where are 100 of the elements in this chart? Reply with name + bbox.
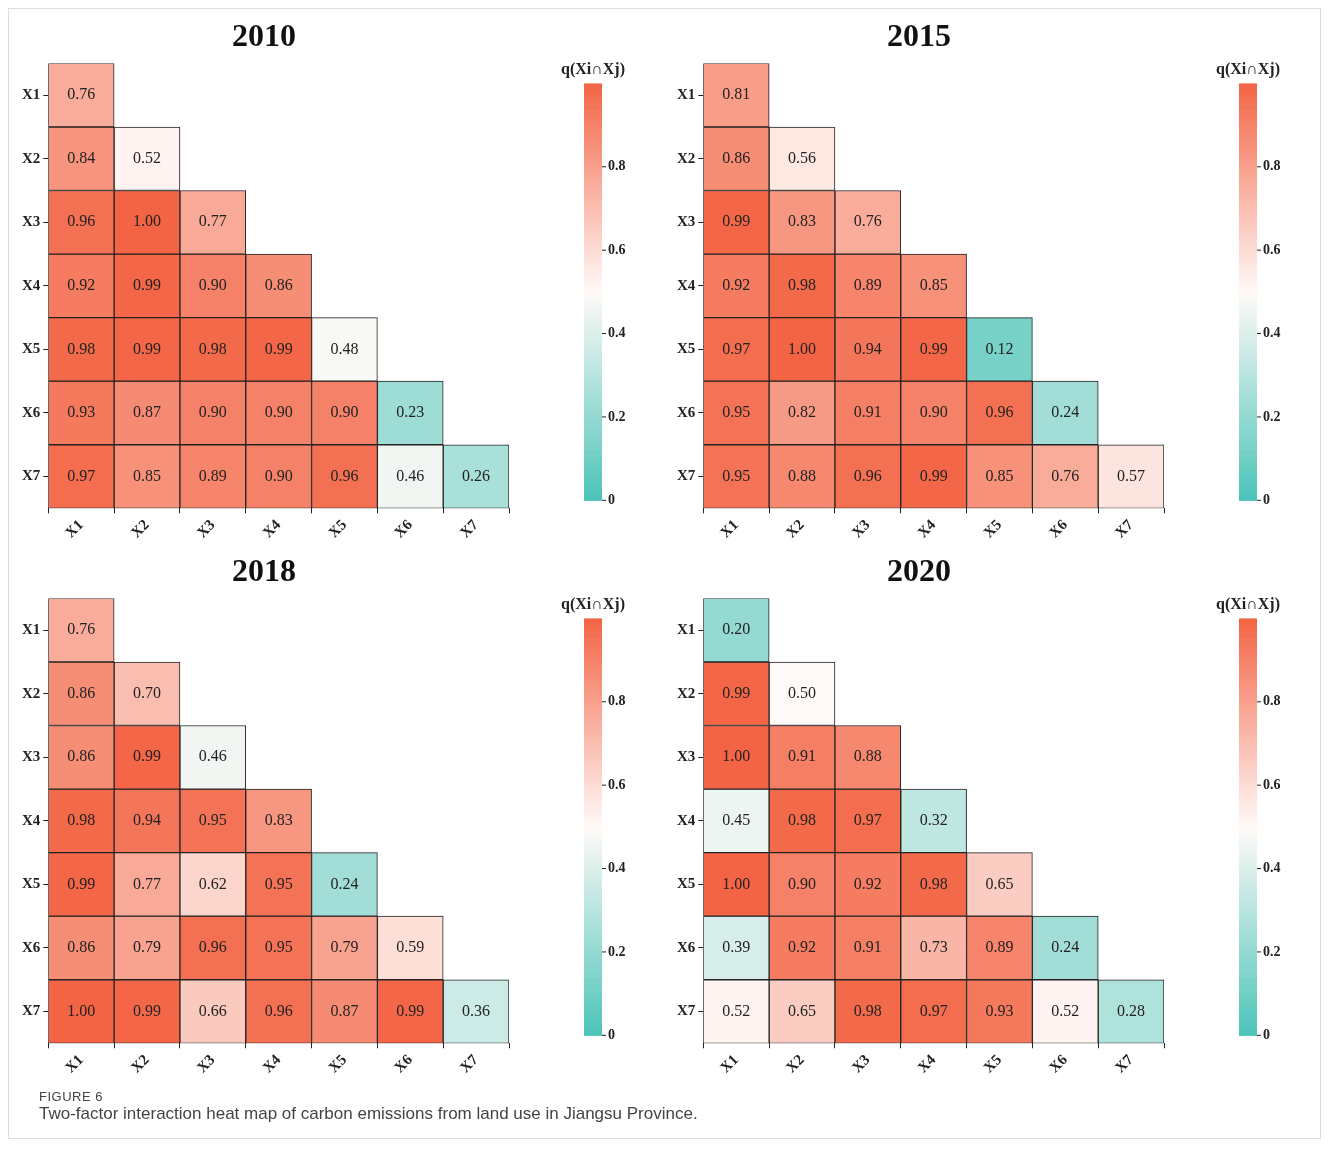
x-tick-label: X3	[193, 516, 218, 541]
data-label: 0.32	[919, 811, 948, 829]
y-tick-label: X2	[676, 684, 696, 701]
data-label: 0.92	[722, 276, 751, 294]
data-label: 0.93	[67, 403, 96, 421]
y-tick-label: X3	[21, 748, 41, 765]
data-label: 0.87	[330, 1001, 359, 1019]
data-label: 0.91	[853, 403, 882, 421]
color-bar-label: 0.4	[608, 860, 626, 876]
color-bar-label: 0.2	[608, 943, 626, 959]
data-label: 0.76	[67, 85, 96, 103]
data-label: 0.76	[853, 212, 882, 230]
color-bar-label: 0.6	[608, 776, 626, 792]
data-label: 1.00	[133, 212, 162, 230]
data-label: 0.91	[853, 938, 882, 956]
data-label: 0.88	[788, 466, 817, 484]
color-bar-label: 0.8	[608, 693, 626, 709]
data-label: 0.97	[722, 339, 751, 357]
y-tick-label: X1	[676, 86, 696, 103]
data-label: 0.86	[67, 747, 96, 765]
data-label: 0.52	[722, 1001, 751, 1019]
data-label: 1.00	[788, 339, 817, 357]
x-tick-label: X1	[716, 1051, 742, 1076]
y-tick-label: X7	[21, 1002, 41, 1019]
data-label: 0.89	[985, 938, 1014, 956]
data-label: 0.65	[788, 1001, 817, 1019]
y-tick-label: X2	[21, 684, 41, 701]
data-label: 0.96	[330, 466, 359, 484]
data-label: 0.99	[133, 276, 162, 294]
color-bar-label: 0	[1263, 491, 1270, 507]
data-label: 0.66	[198, 1001, 227, 1019]
y-tick-label: X2	[21, 149, 41, 166]
data-label: 0.24	[1051, 938, 1080, 956]
chart-title: 2010	[232, 17, 296, 54]
y-tick-label: X4	[21, 811, 41, 828]
data-label: 0.57	[1117, 466, 1146, 484]
data-label: 0.90	[264, 466, 293, 484]
data-label: 0.90	[198, 276, 227, 294]
data-label: 0.85	[919, 276, 948, 294]
x-tick-label: X2	[782, 1051, 807, 1076]
data-label: 0.86	[722, 148, 751, 166]
data-label: 0.46	[396, 466, 425, 484]
y-tick-label: X5	[676, 340, 696, 357]
data-label: 0.90	[330, 403, 359, 421]
data-label: 0.26	[462, 466, 491, 484]
data-label: 0.99	[133, 747, 162, 765]
x-tick-label: X3	[193, 1051, 218, 1076]
color-bar-title: q(Xi∩Xj)	[1216, 59, 1280, 78]
data-label: 0.12	[985, 339, 1014, 357]
data-label: 0.95	[722, 403, 751, 421]
data-label: 0.91	[788, 747, 817, 765]
data-label: 0.77	[198, 212, 227, 230]
data-label: 0.89	[198, 466, 227, 484]
data-label: 0.96	[985, 403, 1014, 421]
data-label: 0.99	[133, 339, 162, 357]
data-label: 0.52	[133, 148, 162, 166]
data-label: 0.97	[919, 1001, 948, 1019]
data-label: 0.59	[396, 938, 425, 956]
data-label: 0.95	[264, 874, 293, 892]
y-tick-label: X5	[21, 875, 41, 892]
y-tick-label: X5	[676, 875, 696, 892]
data-label: 0.89	[853, 276, 882, 294]
y-tick-label: X1	[676, 621, 696, 638]
data-label: 1.00	[67, 1001, 96, 1019]
data-label: 0.86	[67, 938, 96, 956]
x-tick-label: X6	[1045, 515, 1071, 541]
data-label: 0.99	[133, 1001, 162, 1019]
data-label: 0.99	[396, 1001, 425, 1019]
data-label: 0.70	[133, 683, 162, 701]
data-label: 0.90	[198, 403, 227, 421]
data-label: 0.95	[264, 938, 293, 956]
data-label: 0.92	[853, 874, 882, 892]
data-label: 0.93	[985, 1001, 1014, 1019]
data-label: 0.24	[1051, 403, 1080, 421]
data-label: 0.92	[67, 276, 96, 294]
x-tick-label: X4	[259, 515, 284, 541]
data-label: 0.39	[722, 938, 751, 956]
y-tick-label: X3	[21, 213, 41, 230]
color-bar-label: 0.4	[608, 325, 626, 341]
y-tick-label: X6	[676, 403, 696, 420]
data-label: 0.88	[853, 747, 882, 765]
data-label: 0.90	[788, 874, 817, 892]
x-tick-label: X7	[1111, 515, 1137, 541]
data-label: 1.00	[722, 874, 751, 892]
x-tick-label: X4	[259, 1050, 284, 1076]
data-label: 0.77	[133, 874, 162, 892]
data-label: 0.98	[919, 874, 948, 892]
data-label: 0.90	[919, 403, 948, 421]
data-label: 0.36	[462, 1001, 491, 1019]
x-tick-label: X5	[980, 516, 1005, 541]
data-label: 0.99	[264, 339, 293, 357]
data-label: 0.98	[67, 811, 96, 829]
x-tick-label: X1	[61, 1051, 87, 1076]
data-label: 0.98	[853, 1001, 882, 1019]
y-tick-label: X6	[676, 938, 696, 955]
data-label: 0.99	[722, 683, 751, 701]
color-bar-label: 0	[608, 491, 615, 507]
color-bar-label: 0.6	[1263, 241, 1281, 257]
data-label: 0.52	[1051, 1001, 1080, 1019]
chart-title: 2015	[887, 17, 951, 54]
